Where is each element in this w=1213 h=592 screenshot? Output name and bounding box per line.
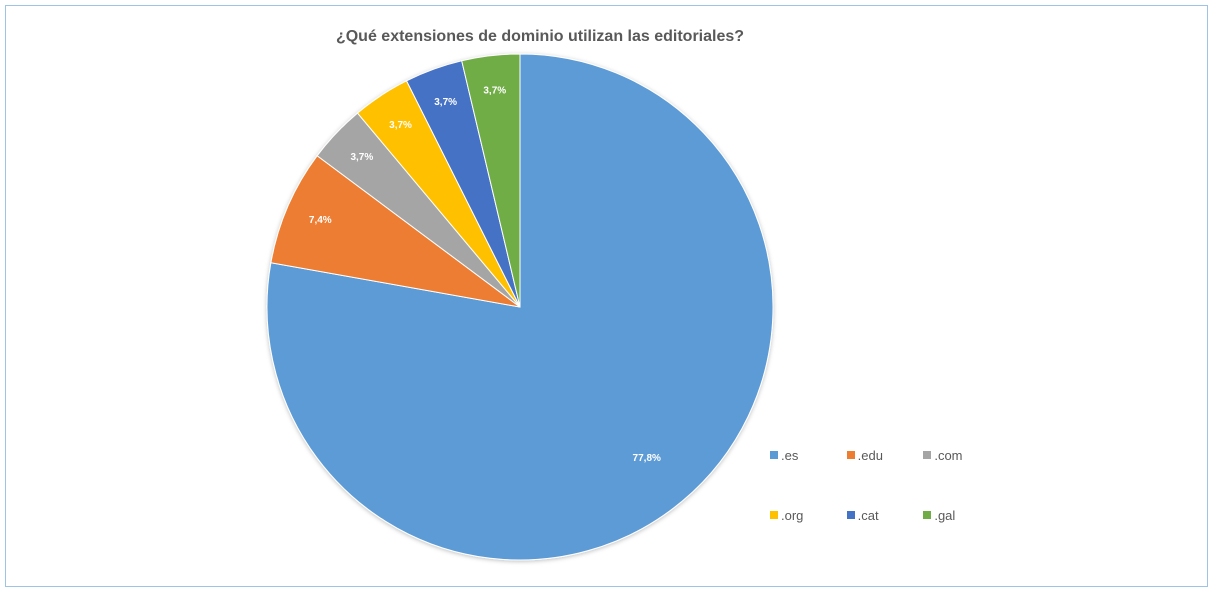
legend-label: .es	[781, 447, 799, 463]
legend-swatch	[846, 451, 855, 459]
legend-swatch	[770, 451, 778, 459]
legend-label: .com	[934, 447, 963, 463]
data-label-gal: 3,7%	[483, 86, 506, 97]
data-label-edu: 7,4%	[309, 215, 332, 226]
data-label-org: 3,7%	[389, 120, 412, 131]
legend-swatch	[923, 511, 932, 519]
legend-swatch	[923, 451, 932, 459]
legend-label: .edu	[857, 447, 883, 463]
legend-item-gal: .gal	[923, 505, 1000, 525]
pie-slice-gal	[461, 53, 521, 308]
pie-slice-edu	[270, 155, 521, 308]
legend-swatch	[770, 511, 778, 519]
legend-item-com: .com	[923, 445, 1000, 465]
data-label-com: 3,7%	[350, 152, 373, 163]
legend-label: .org	[781, 507, 804, 523]
legend-row: .org .cat .gal	[770, 505, 1000, 525]
chart-title: ¿Qué extensiones de dominio utilizan las…	[335, 28, 745, 45]
data-label-es: 77,8%	[633, 453, 661, 464]
legend-label: .cat	[857, 507, 879, 523]
chart-legend: .es .edu .com .org .cat .gal	[770, 445, 1000, 565]
legend-item-cat: .cat	[846, 505, 924, 525]
legend-item-org: .org	[770, 505, 847, 525]
data-label-cat: 3,7%	[434, 97, 457, 108]
legend-swatch	[846, 511, 855, 519]
legend-item-es: .es	[770, 445, 847, 465]
legend-item-edu: .edu	[846, 445, 924, 465]
legend-label: .gal	[934, 507, 956, 523]
legend-row: .es .edu .com	[770, 445, 1000, 465]
